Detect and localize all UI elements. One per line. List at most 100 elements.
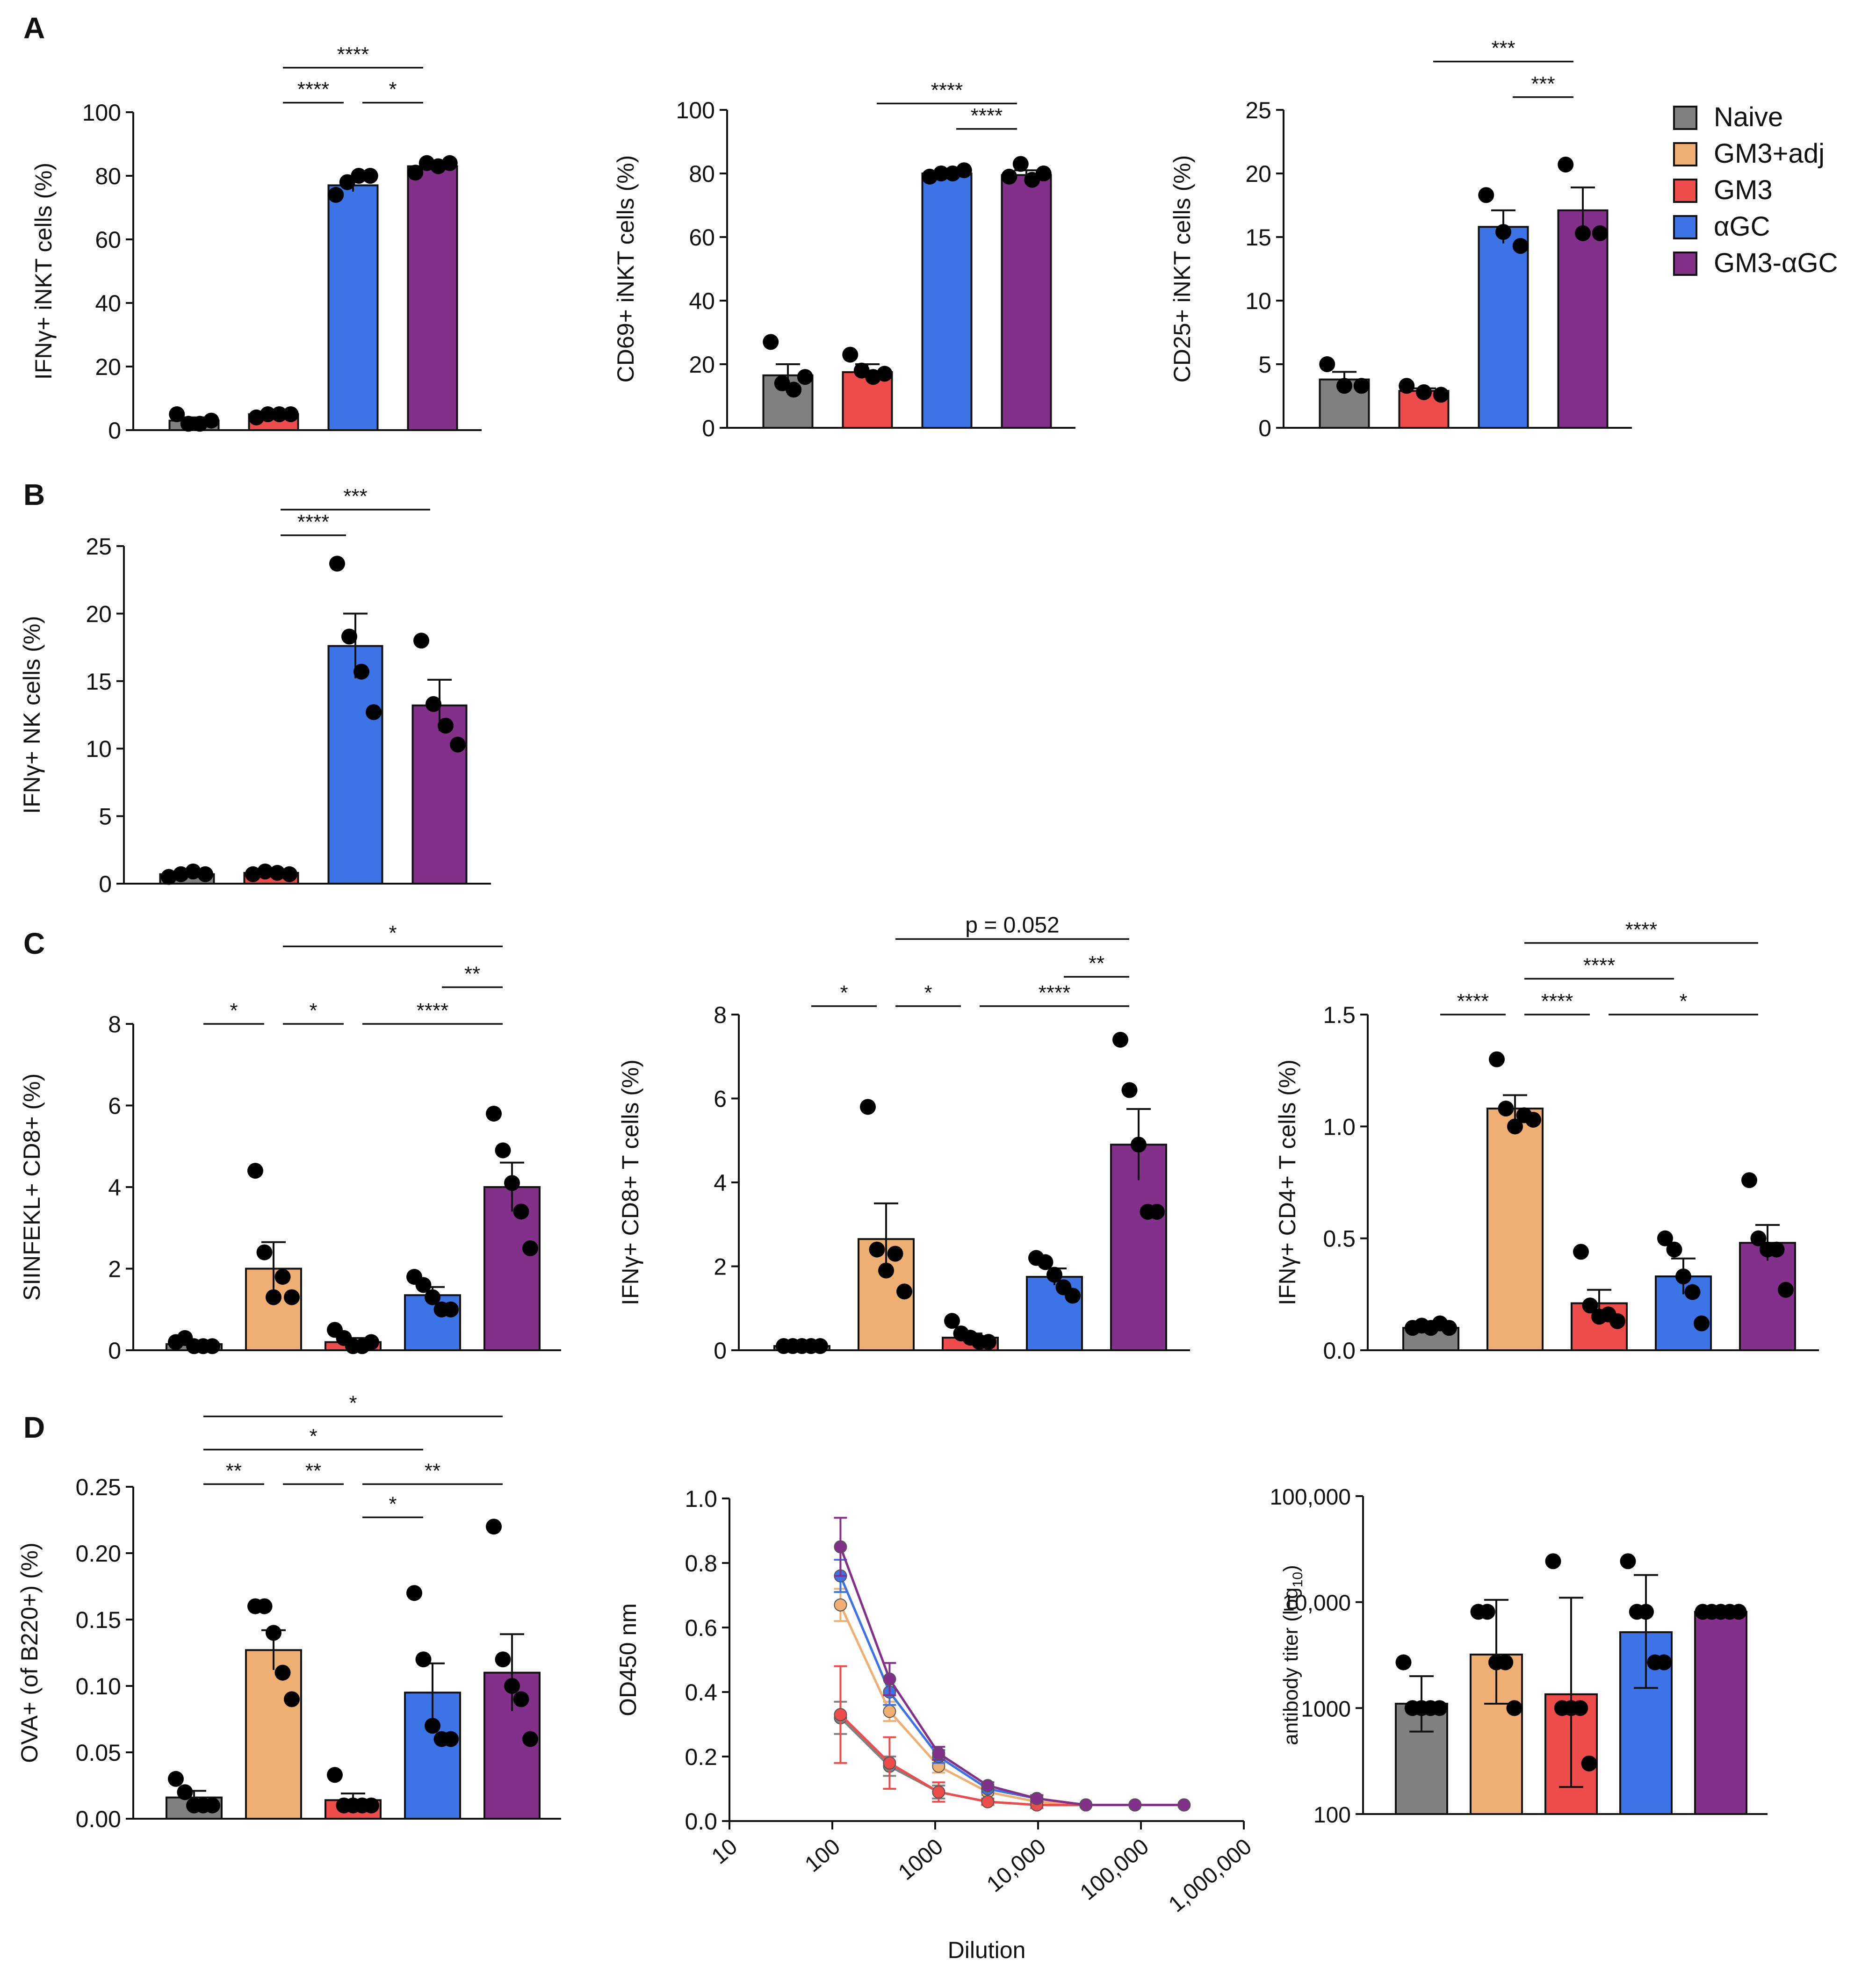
data-point (763, 334, 779, 350)
panel-label-a: A (23, 11, 45, 45)
data-point (443, 1731, 459, 1747)
significance-label: * (924, 981, 932, 1004)
y-axis-title: CD69+ iNKT cells (%) (613, 155, 639, 383)
x-tick-label: 10 (707, 1834, 742, 1869)
x-axis-title: Dilution (948, 1937, 1026, 1963)
y-tick-label: 10,000 (1282, 1591, 1351, 1616)
legend-swatch-gm3 (1673, 179, 1697, 203)
significance-label: ** (425, 1459, 440, 1482)
bar-agc (327, 645, 383, 885)
y-tick-label: 60 (689, 224, 715, 251)
data-point (354, 663, 369, 680)
legend-label-gm3: GM3 (1714, 175, 1773, 205)
data-point (981, 1795, 995, 1808)
data-point (204, 1338, 220, 1354)
data-point (1573, 1244, 1589, 1260)
y-tick-label: 0.25 (76, 1474, 121, 1500)
data-point (413, 633, 429, 649)
data-point (876, 366, 893, 382)
y-tick-label: 8 (714, 1002, 727, 1028)
data-point (932, 1747, 945, 1760)
data-point (1581, 1755, 1597, 1772)
y-tick-label: 100 (1313, 1803, 1351, 1828)
y-tick-label: 6 (108, 1093, 121, 1119)
data-point (1336, 378, 1352, 394)
data-point (1131, 1137, 1147, 1153)
significance-label: **** (297, 511, 330, 533)
bar-gm3-agc (1001, 174, 1052, 429)
data-point (1046, 1267, 1062, 1283)
data-point (883, 1672, 896, 1686)
y-tick-label: 0.0 (1323, 1338, 1356, 1364)
significance-label: * (389, 922, 397, 944)
data-point (1001, 168, 1017, 185)
data-point (1399, 378, 1415, 394)
data-point (883, 1756, 896, 1770)
x-tick-label: 10,000 (982, 1834, 1051, 1897)
data-point (173, 866, 189, 882)
y-tick-label: 2 (108, 1256, 121, 1282)
bar-gm3-agc (407, 165, 458, 432)
data-point (177, 1784, 193, 1800)
data-point (1395, 1654, 1412, 1671)
y-tick-label: 0.10 (76, 1673, 121, 1700)
bar-gm3-agc (1694, 1611, 1747, 1815)
y-tick-label: 0.15 (76, 1607, 121, 1633)
y-axis-title: IFNγ+ CD4+ T cells (%) (1274, 1059, 1300, 1305)
data-point (1778, 1282, 1794, 1298)
significance-label: *** (1531, 72, 1555, 95)
data-point (341, 628, 357, 645)
data-point (1431, 1700, 1448, 1716)
y-tick-label: 0 (108, 1338, 121, 1364)
y-tick-label: 1000 (1301, 1697, 1351, 1721)
y-tick-label: 20 (689, 352, 715, 378)
y-tick-label: 0.05 (76, 1740, 121, 1766)
y-tick-label: 40 (95, 290, 121, 317)
bar-gm3-agc (483, 1186, 541, 1351)
data-point (1177, 1798, 1191, 1812)
y-tick-label: 4 (714, 1170, 727, 1196)
y-tick-label: 0.8 (685, 1550, 717, 1577)
data-point (203, 412, 219, 429)
y-tick-label: 8 (108, 1011, 121, 1037)
x-tick-label: 100 (801, 1834, 845, 1877)
data-point (1479, 1604, 1495, 1620)
significance-label: *** (343, 485, 367, 508)
y-tick-label: 20 (86, 601, 112, 627)
data-point (256, 1244, 273, 1260)
data-point (1638, 1604, 1654, 1620)
data-point (1353, 378, 1370, 394)
data-point (161, 869, 177, 885)
series-line-gm3-agc (839, 1546, 1184, 1806)
data-point (981, 1779, 995, 1793)
data-point (883, 1705, 896, 1718)
data-point (1575, 225, 1591, 241)
bar-gm3-adj (245, 1649, 302, 1820)
y-axis-title: OVA+ (of B220+) (%) (16, 1542, 43, 1763)
data-point (351, 168, 367, 184)
significance-label: * (840, 981, 848, 1004)
legend-label-naive: Naive (1714, 102, 1783, 132)
data-point (425, 1718, 440, 1734)
data-point (1506, 1700, 1522, 1716)
y-tick-label: 0.4 (685, 1679, 717, 1706)
data-point (245, 866, 261, 882)
y-axis-title: CD25+ iNKT cells (%) (1169, 155, 1195, 383)
significance-label: **** (1583, 954, 1616, 977)
data-point (185, 864, 201, 880)
data-point (522, 1731, 538, 1747)
data-point (1416, 384, 1432, 400)
data-point (522, 1240, 538, 1256)
data-point (1558, 156, 1574, 173)
bar-gm3-adj (1486, 1108, 1544, 1352)
significance-label: **** (417, 999, 449, 1022)
data-point (786, 382, 802, 398)
y-tick-label: 25 (1245, 97, 1271, 123)
data-point (887, 1246, 903, 1262)
data-point (204, 1797, 220, 1814)
y-tick-label: 0 (714, 1338, 727, 1364)
data-point (1037, 1254, 1053, 1270)
